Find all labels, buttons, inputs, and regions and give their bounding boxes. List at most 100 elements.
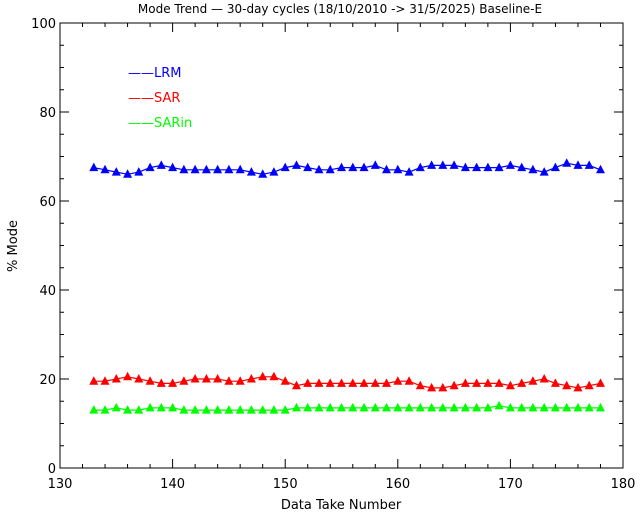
data-point-sar (303, 378, 313, 387)
data-point-sar (528, 376, 538, 385)
data-point-lrm (404, 167, 414, 176)
data-point-sar (460, 378, 470, 387)
x-tick-label: 170 (498, 477, 523, 492)
data-point-sar (337, 378, 346, 387)
y-tick-label: 40 (39, 284, 56, 299)
data-point-lrm (415, 162, 425, 172)
data-point-sar (427, 382, 437, 392)
data-point-sar (562, 380, 572, 390)
data-point-lrm (246, 167, 256, 176)
data-point-sar (438, 382, 448, 392)
legend-entry-lrm: ——LRM (128, 66, 182, 81)
data-point-lrm (370, 160, 380, 169)
data-point-sarin (337, 402, 346, 412)
series-sar (89, 371, 605, 392)
data-point-sarin (505, 402, 515, 412)
data-point-lrm (562, 158, 572, 167)
data-point-lrm (123, 169, 133, 178)
series-sarin (89, 400, 605, 414)
data-point-sar (179, 376, 189, 385)
data-point-sarin (280, 405, 290, 414)
data-point-sar (472, 378, 482, 387)
data-point-sarin (596, 402, 605, 412)
data-point-lrm (100, 164, 110, 174)
data-point-sar (370, 378, 380, 387)
y-tick-label: 60 (39, 195, 56, 210)
data-point-sar (550, 378, 560, 387)
data-point-lrm (303, 162, 313, 172)
data-point-lrm (314, 164, 324, 174)
data-point-sar (235, 376, 245, 385)
data-point-sar (123, 371, 133, 381)
data-point-sarin (111, 402, 121, 412)
data-point-sar (224, 376, 234, 385)
data-point-sar (415, 380, 425, 390)
data-point-sar (201, 374, 211, 383)
y-tick-label: 100 (31, 17, 56, 32)
data-point-sar (505, 380, 515, 390)
data-point-sarin (528, 402, 538, 412)
data-point-sar (573, 382, 583, 392)
data-point-sar (269, 371, 279, 381)
data-point-lrm (483, 162, 493, 172)
data-point-lrm (258, 169, 268, 178)
data-point-lrm (550, 162, 560, 172)
data-point-sar (494, 378, 504, 387)
data-point-sar (213, 374, 223, 383)
data-point-lrm (89, 162, 99, 172)
data-point-lrm (393, 164, 403, 174)
data-point-sarin (573, 402, 583, 412)
series-layer (89, 158, 605, 414)
data-point-sarin (258, 405, 268, 414)
data-point-lrm (359, 162, 369, 172)
data-point-sarin (550, 402, 560, 412)
x-tick-label: 150 (273, 477, 298, 492)
data-point-sar (517, 378, 527, 387)
data-point-sarin (483, 402, 493, 412)
data-point-sarin (145, 402, 155, 412)
data-point-lrm (528, 164, 538, 174)
data-point-lrm (427, 160, 437, 169)
data-point-sar (134, 374, 144, 383)
data-point-lrm (190, 164, 200, 174)
data-point-sar (539, 374, 549, 383)
data-point-sar (483, 378, 493, 387)
x-tick-label: 180 (611, 477, 636, 492)
data-point-sar (449, 380, 459, 390)
data-point-sar (89, 376, 99, 385)
series-line-sarin (93, 405, 601, 411)
y-axis-label: % Mode (6, 220, 21, 272)
data-point-sar (246, 374, 256, 383)
data-point-lrm (539, 167, 549, 176)
data-point-sarin (404, 402, 414, 412)
data-point-sarin (123, 405, 133, 414)
y-tick-label: 20 (39, 373, 56, 388)
data-point-sarin (472, 402, 482, 412)
data-point-sar (258, 371, 268, 381)
data-point-lrm (472, 162, 482, 172)
axis-ticks: 130 140 150 160 170 180 0 20 40 60 80 100 (31, 17, 635, 492)
data-point-sarin (438, 402, 448, 412)
data-point-sarin (179, 405, 189, 414)
legend-entry-sarin: ——SARin (128, 116, 192, 131)
data-point-sar (348, 378, 358, 387)
data-point-sar (382, 378, 391, 387)
data-point-lrm (596, 164, 605, 174)
data-point-sarin (224, 405, 234, 414)
data-point-lrm (201, 164, 211, 174)
data-point-sar (404, 376, 414, 385)
data-point-lrm (156, 160, 166, 169)
data-point-lrm (325, 164, 335, 174)
data-point-lrm (584, 160, 594, 169)
data-point-sar (393, 376, 403, 385)
data-point-sarin (562, 402, 572, 412)
legend: ——LRM ——SAR ——SARin (128, 66, 192, 131)
data-point-sar (292, 380, 301, 390)
data-point-sarin (134, 405, 144, 414)
data-point-sarin (269, 405, 279, 414)
x-axis-label: Data Take Number (281, 498, 402, 512)
data-point-sarin (235, 405, 245, 414)
data-point-sar (584, 380, 594, 390)
